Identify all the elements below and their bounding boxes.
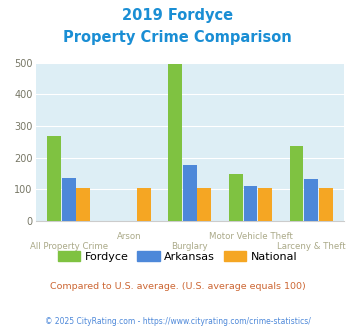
Bar	[168, 64, 182, 221]
Bar	[258, 188, 272, 221]
Bar	[76, 188, 90, 221]
Bar	[244, 185, 257, 221]
Text: Arson: Arson	[117, 232, 142, 241]
Bar	[183, 165, 197, 221]
Text: 2019 Fordyce: 2019 Fordyce	[122, 8, 233, 23]
Bar	[290, 146, 304, 221]
Text: Motor Vehicle Theft: Motor Vehicle Theft	[208, 232, 293, 241]
Bar	[197, 188, 212, 221]
Bar	[304, 179, 318, 221]
Text: Compared to U.S. average. (U.S. average equals 100): Compared to U.S. average. (U.S. average …	[50, 282, 305, 291]
Bar	[47, 136, 61, 221]
Bar	[229, 174, 243, 221]
Text: Burglary: Burglary	[171, 242, 208, 251]
Bar	[319, 188, 333, 221]
Text: Property Crime Comparison: Property Crime Comparison	[63, 30, 292, 45]
Text: Larceny & Theft: Larceny & Theft	[277, 242, 345, 251]
Text: © 2025 CityRating.com - https://www.cityrating.com/crime-statistics/: © 2025 CityRating.com - https://www.city…	[45, 317, 310, 326]
Legend: Fordyce, Arkansas, National: Fordyce, Arkansas, National	[58, 251, 297, 262]
Text: All Property Crime: All Property Crime	[30, 242, 108, 251]
Bar	[137, 188, 151, 221]
Bar	[62, 178, 76, 221]
